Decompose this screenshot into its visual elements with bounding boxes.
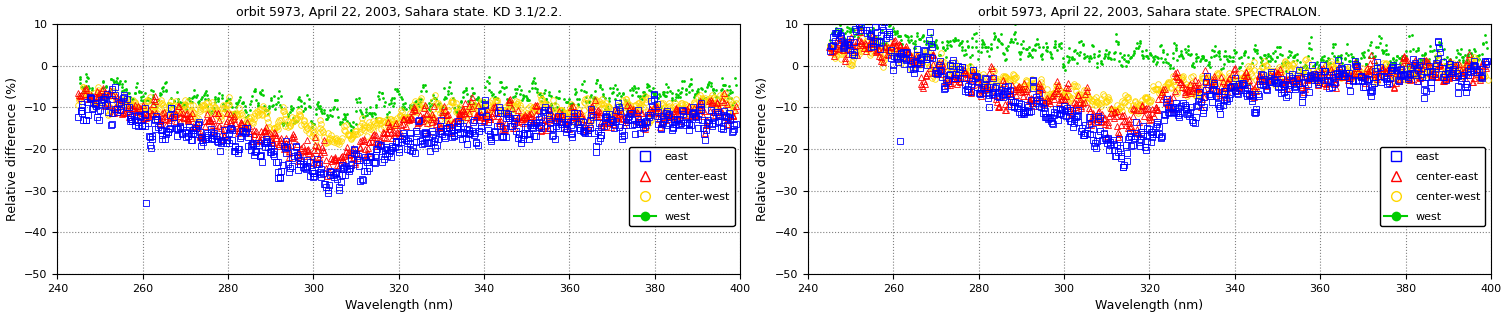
X-axis label: Wavelength (nm): Wavelength (nm) xyxy=(345,300,452,313)
X-axis label: Wavelength (nm): Wavelength (nm) xyxy=(1096,300,1204,313)
Legend: east, center-east, center-west, west: east, center-east, center-west, west xyxy=(630,147,734,226)
Y-axis label: Relative difference (%): Relative difference (%) xyxy=(6,77,18,221)
Legend: east, center-east, center-west, west: east, center-east, center-west, west xyxy=(1380,147,1486,226)
Title: orbit 5973, April 22, 2003, Sahara state. SPECTRALON.: orbit 5973, April 22, 2003, Sahara state… xyxy=(978,5,1322,18)
Title: orbit 5973, April 22, 2003, Sahara state. KD 3.1/2.2.: orbit 5973, April 22, 2003, Sahara state… xyxy=(235,5,562,18)
Y-axis label: Relative difference (%): Relative difference (%) xyxy=(757,77,769,221)
